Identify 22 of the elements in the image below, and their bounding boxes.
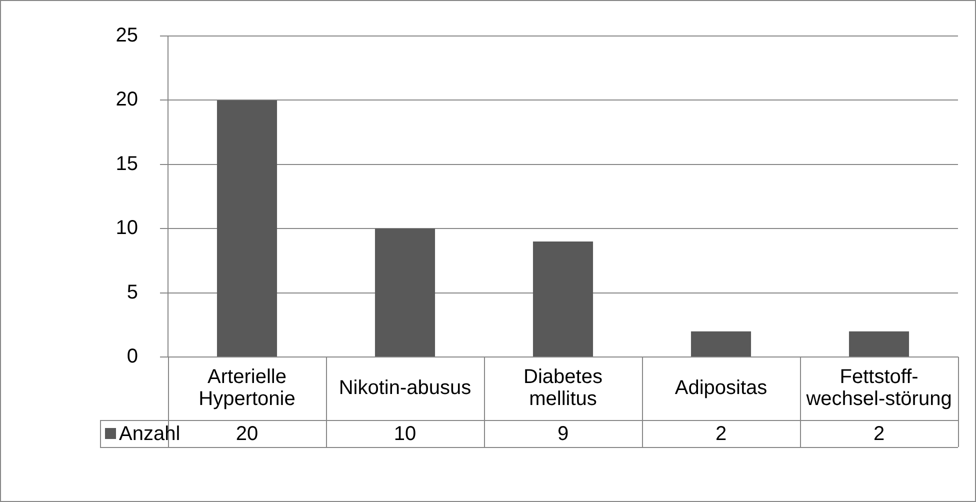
data-label: 2 [873,423,885,446]
x-tick-label: Arterielle Hypertonie [198,366,296,410]
bar [216,100,278,356]
x-tick-label: Adipositas [674,377,768,400]
y-tick-label: 10 [116,217,138,240]
y-tick-label: 25 [116,24,138,47]
bar [374,228,436,356]
y-tick-label: 15 [116,152,138,175]
y-tick-label: 0 [126,346,138,368]
x-tick-label: Fettstoff-wechsel-störung [805,366,952,410]
y-tick-label: 20 [116,88,138,111]
legend-label: Anzahl [119,423,180,446]
y-tick-label: 5 [126,281,138,304]
data-label: 10 [394,423,416,446]
data-label: 20 [236,423,258,446]
bar [690,331,752,356]
x-tick-label: Nikotin-abusus [338,377,472,400]
bar [532,241,594,356]
data-label: 9 [557,423,569,446]
data-label: 2 [715,423,727,446]
bar [848,331,910,356]
x-tick-label: Diabetes mellitus [524,366,602,410]
